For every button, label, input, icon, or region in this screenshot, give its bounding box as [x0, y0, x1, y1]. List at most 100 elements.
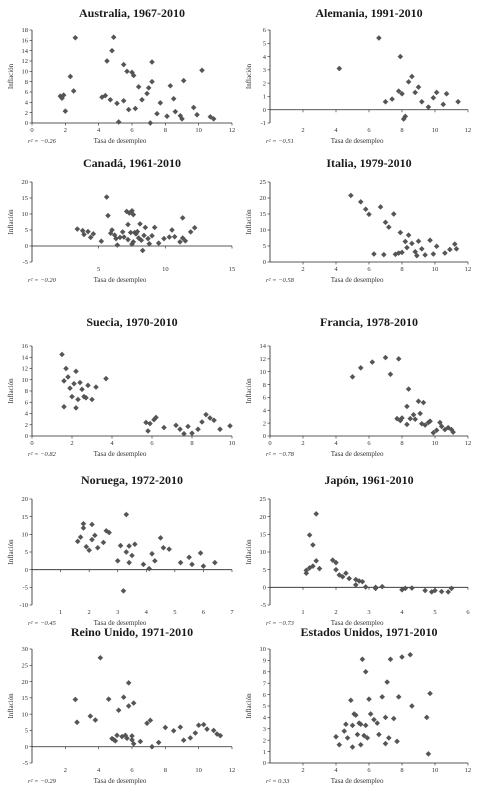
- data-point: [74, 719, 80, 726]
- y-tick-label: 8: [263, 669, 266, 676]
- data-point: [405, 79, 412, 85]
- data-point: [147, 420, 153, 427]
- data-point: [451, 241, 458, 247]
- y-tick-label: 15: [22, 195, 29, 202]
- data-point: [438, 423, 445, 430]
- y-tick-label: 30: [22, 646, 29, 653]
- data-point: [385, 224, 392, 230]
- y-axis-label: Inflación: [245, 63, 253, 89]
- data-point: [366, 211, 372, 218]
- y-axis-label: Inflación: [7, 539, 15, 565]
- data-point: [195, 426, 201, 433]
- data-point: [100, 539, 107, 546]
- data-point: [310, 542, 316, 548]
- data-point: [164, 113, 170, 120]
- data-point: [372, 585, 379, 592]
- data-point: [371, 251, 377, 257]
- data-point: [362, 584, 369, 590]
- x-tick-label: 8: [400, 127, 403, 134]
- y-tick-label: 12: [260, 356, 267, 363]
- chart-title: Suecia, 1970-2010: [86, 315, 177, 329]
- data-point: [103, 194, 110, 200]
- x-tick-label: 10: [432, 767, 439, 774]
- data-point: [152, 558, 158, 564]
- x-tick-label: 4: [97, 767, 101, 774]
- data-point: [415, 398, 422, 405]
- y-tick-label: 16: [22, 343, 29, 350]
- data-point: [399, 249, 405, 256]
- data-point: [139, 96, 145, 103]
- y-tick-label: 6: [263, 692, 267, 699]
- data-point: [62, 108, 69, 114]
- y-tick-label: 4: [25, 100, 29, 107]
- x-tick-label: 4: [110, 440, 114, 447]
- data-point: [147, 717, 154, 724]
- y-tick-label: 1: [263, 94, 266, 101]
- data-point: [61, 403, 67, 410]
- data-point: [343, 570, 349, 577]
- x-tick-label: 4: [97, 127, 101, 134]
- data-point: [139, 247, 146, 254]
- y-axis-label: Inflación: [245, 378, 253, 404]
- data-point: [390, 715, 397, 722]
- data-point: [420, 399, 427, 406]
- r-squared-note: r² = −0.82: [28, 451, 57, 458]
- r-squared-note: r² = −0.45: [28, 620, 57, 627]
- data-point: [366, 696, 372, 702]
- data-point: [211, 417, 217, 424]
- y-tick-label: 5: [263, 703, 266, 710]
- y-tick-label: 14: [22, 354, 29, 361]
- data-point: [89, 396, 95, 403]
- data-point: [146, 240, 153, 247]
- y-tick-label: 2: [263, 80, 266, 87]
- x-tick-label: 10: [432, 266, 439, 273]
- data-point: [126, 559, 132, 566]
- data-point: [399, 654, 405, 660]
- data-point: [200, 721, 207, 728]
- data-point: [160, 544, 167, 551]
- data-point: [390, 211, 397, 217]
- x-tick-label: 10: [162, 266, 169, 273]
- y-tick-label: 5: [263, 243, 266, 250]
- data-point: [418, 420, 425, 427]
- data-point: [137, 738, 144, 745]
- data-point: [427, 690, 433, 697]
- y-tick-label: 12: [22, 58, 29, 65]
- data-point: [146, 565, 152, 572]
- x-tick-label: 10: [195, 127, 202, 134]
- data-point: [155, 739, 162, 746]
- chart-title: Canadá, 1961-2010: [83, 156, 181, 170]
- x-tick-label: 5: [97, 266, 100, 273]
- data-point: [349, 722, 356, 729]
- data-point: [186, 554, 192, 561]
- data-point: [385, 735, 392, 741]
- data-point: [404, 403, 410, 410]
- data-point: [336, 572, 343, 578]
- data-point: [97, 654, 104, 661]
- data-point: [187, 735, 194, 741]
- data-point: [402, 238, 409, 245]
- data-point: [109, 47, 115, 54]
- y-tick-label: 10: [22, 711, 29, 718]
- chart-title: Japón, 1961-2010: [324, 473, 413, 487]
- x-tick-label: 2: [301, 266, 304, 273]
- x-tick-label: 8: [400, 266, 403, 273]
- data-point: [442, 250, 448, 256]
- data-point: [153, 414, 159, 421]
- y-tick-label: 0: [263, 760, 266, 767]
- x-axis-label: Tasa de desempleo: [94, 276, 147, 284]
- data-point: [200, 563, 207, 569]
- y-tick-label: 10: [260, 227, 267, 234]
- x-tick-label: 2: [70, 440, 73, 447]
- x-tick-label: 6: [130, 767, 134, 774]
- x-tick-label: 7: [230, 609, 234, 616]
- data-point: [344, 735, 351, 741]
- y-tick-label: 0: [263, 107, 266, 114]
- data-point: [194, 111, 200, 118]
- data-point: [430, 94, 437, 101]
- data-point: [204, 726, 210, 732]
- data-point: [80, 520, 87, 527]
- data-point: [343, 721, 349, 728]
- y-tick-label: 5: [263, 40, 266, 47]
- data-point: [73, 405, 79, 411]
